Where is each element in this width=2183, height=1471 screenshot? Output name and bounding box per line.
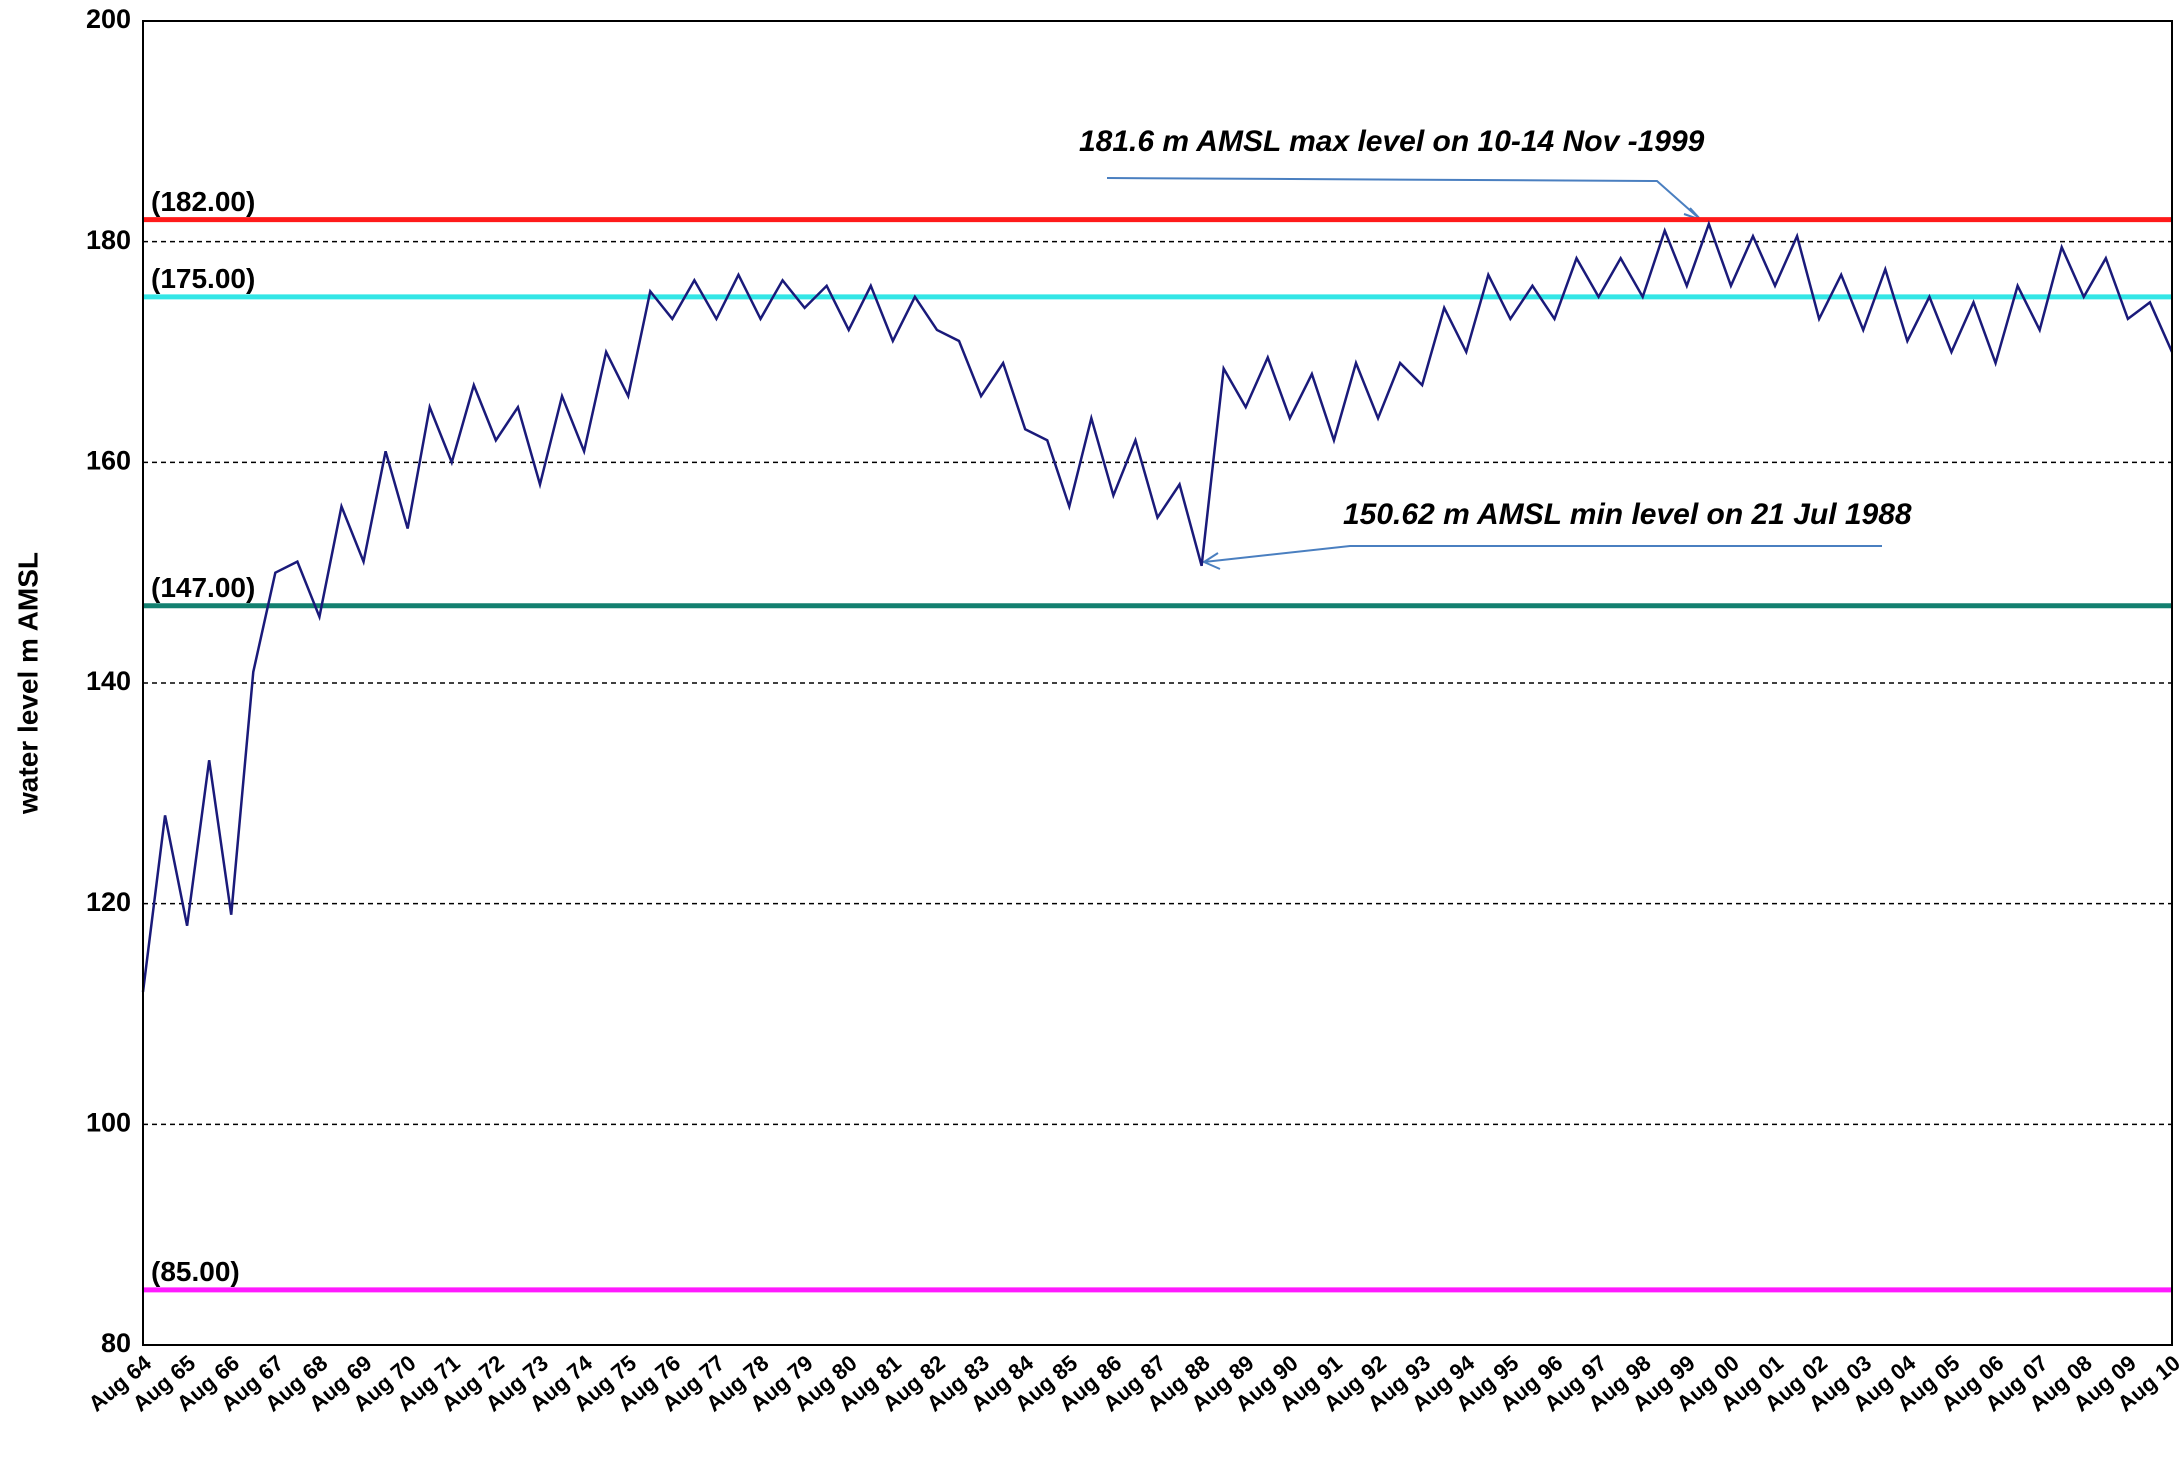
annotation-arrow [1106, 177, 1702, 221]
y-tick-label: 200 [86, 4, 131, 34]
y-tick-label: 120 [86, 887, 131, 917]
y-tick-label: 140 [86, 666, 131, 696]
y-tick-label: 160 [86, 445, 131, 475]
data-line [141, 220, 2174, 993]
y-tick-label: 80 [101, 1328, 131, 1358]
arrow-head [1201, 552, 1221, 570]
y-axis-label: water level m AMSL [12, 552, 43, 815]
reference-label: (175.00) [151, 263, 255, 294]
y-tick-label: 100 [86, 1107, 131, 1137]
plot-frame [142, 20, 2173, 1346]
reference-label: (182.00) [151, 186, 255, 217]
annotation: 150.62 m AMSL min level on 21 Jul 1988 [1343, 498, 1912, 531]
y-tick-label: 180 [86, 225, 131, 255]
reference-label: (85.00) [151, 1256, 240, 1287]
reference-label: (147.00) [151, 572, 255, 603]
annotation-arrow [1203, 545, 1882, 563]
annotation: 181.6 m AMSL max level on 10-14 Nov -199… [1079, 125, 1705, 158]
